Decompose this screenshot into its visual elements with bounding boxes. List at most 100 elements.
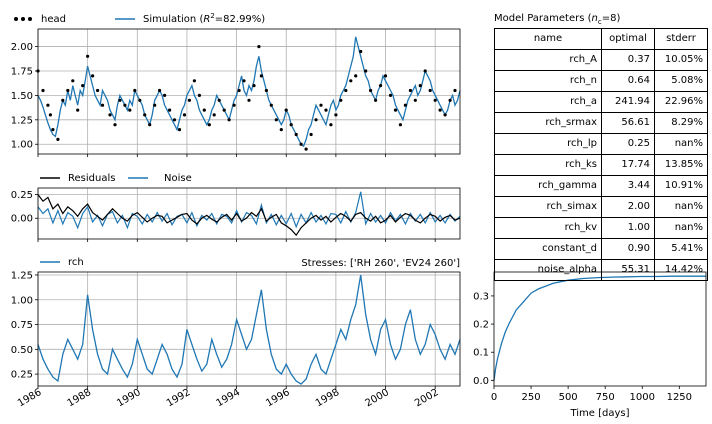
contribution-panel: 0.25 0.50 0.75 1.00 1.25 1986 1988 1990 1992 1994… <box>11 257 461 409</box>
table-row: rch_lp 0.25 nan% <box>494 133 708 155</box>
param-optimal: 55.31 <box>601 259 655 281</box>
head-point <box>393 108 398 112</box>
head-point <box>128 108 132 112</box>
head-point <box>257 45 261 49</box>
step-response-axes-frame <box>493 271 707 387</box>
head-point <box>379 84 383 88</box>
head-point <box>227 118 231 122</box>
x-tick-label: 1996 <box>264 387 292 409</box>
x-tick-label: 0 <box>491 392 497 403</box>
head-point <box>192 79 196 83</box>
head-point <box>319 103 323 107</box>
y-tick-label: 1.00 <box>11 140 33 151</box>
head-point <box>304 147 308 151</box>
head-point <box>359 49 363 54</box>
table-header-row: name optimal stderr <box>494 28 708 50</box>
param-stderr: 14.42% <box>654 259 708 281</box>
step-response-marks <box>493 275 706 381</box>
x-tick-label: 1988 <box>66 387 94 409</box>
head-point <box>294 132 298 137</box>
head-point <box>334 113 338 117</box>
head-point <box>274 118 278 122</box>
fit-panel: 1.00 1.25 1.50 1.75 2.00 head Simulation (R2… <box>11 12 461 157</box>
param-optimal: 1.00 <box>601 217 655 239</box>
step-response-xlabel: Time [days] <box>569 408 629 419</box>
head-point <box>172 118 177 122</box>
head-point <box>329 123 333 127</box>
param-stderr: nan% <box>654 133 708 155</box>
param-name: rch_a <box>494 91 602 113</box>
head-point <box>247 98 251 102</box>
y-tick-label: 1.50 <box>11 91 33 102</box>
x-tick-label: 1000 <box>630 392 655 403</box>
head-point <box>284 108 288 112</box>
param-stderr: 8.29% <box>654 112 708 134</box>
head-point <box>71 79 75 83</box>
head-point <box>168 108 172 112</box>
simulation-line <box>37 36 461 148</box>
step-response-ticks: 0.0 0.1 0.2 0.3 0 250 500 750 1000 1250 <box>473 291 692 403</box>
x-tick-label: 2002 <box>413 387 441 409</box>
fit-ticks: 1.00 1.25 1.50 1.75 2.00 <box>11 42 436 157</box>
head-point <box>398 123 402 127</box>
param-stderr: nan% <box>654 196 708 218</box>
head-point <box>182 113 187 117</box>
head-point <box>374 98 378 102</box>
residuals-axes-frame <box>37 187 461 240</box>
y-tick-label: 1.75 <box>11 66 33 77</box>
head-point <box>148 123 152 127</box>
contribution-marks <box>37 274 461 385</box>
head-point <box>242 79 246 83</box>
head-point <box>438 108 442 112</box>
column-header-optimal: optimal <box>601 28 655 50</box>
head-point <box>46 103 50 107</box>
x-tick-label: 1990 <box>115 387 143 409</box>
param-name: constant_d <box>494 238 602 260</box>
head-point <box>153 103 157 107</box>
head-point <box>118 98 122 102</box>
table-row: rch_A 0.37 10.05% <box>494 49 708 71</box>
legend-simulation-label: Simulation (R2=82.99%) <box>143 12 265 25</box>
legend-head-marker <box>14 17 18 21</box>
head-point <box>344 88 348 93</box>
param-optimal: 56.61 <box>601 112 655 134</box>
param-name: rch_simax <box>494 196 602 218</box>
head-point <box>133 88 137 93</box>
table-row: rch_n 0.64 5.08% <box>494 70 708 92</box>
fit-marks <box>36 36 461 151</box>
head-point <box>61 98 65 102</box>
param-stderr: 13.85% <box>654 154 708 176</box>
param-optimal: 0.25 <box>601 133 655 155</box>
head-point <box>383 74 388 78</box>
head-point <box>349 79 353 83</box>
legend-noise-label: Noise <box>164 173 192 184</box>
y-tick-label: 0.25 <box>11 370 33 381</box>
head-point <box>158 88 162 93</box>
param-name: rch_kv <box>494 217 602 239</box>
head-point <box>453 88 457 93</box>
head-point <box>163 93 167 97</box>
head-point <box>177 128 182 132</box>
contribution-legend: rch <box>40 257 84 268</box>
head-point <box>264 88 268 93</box>
head-point <box>41 88 45 93</box>
head-point <box>48 113 53 117</box>
head-point <box>187 98 191 102</box>
x-tick-label: 1250 <box>667 392 692 403</box>
head-point <box>100 103 105 107</box>
x-tick-label: 250 <box>522 392 541 403</box>
param-name: noise_alpha <box>494 259 602 281</box>
head-point <box>339 98 343 102</box>
y-tick-label: 0.75 <box>11 320 33 331</box>
y-tick-label: 0.0 <box>473 376 489 387</box>
y-tick-label: 2.00 <box>11 42 33 53</box>
head-point <box>289 123 293 127</box>
param-name: rch_n <box>494 70 602 92</box>
head-point <box>123 103 127 107</box>
head-point <box>309 132 313 137</box>
param-name: rch_A <box>494 49 602 71</box>
param-optimal: 0.64 <box>601 70 655 92</box>
fit-legend: head Simulation (R2=82.99%) <box>14 12 265 25</box>
y-tick-label: 0.50 <box>11 345 33 356</box>
